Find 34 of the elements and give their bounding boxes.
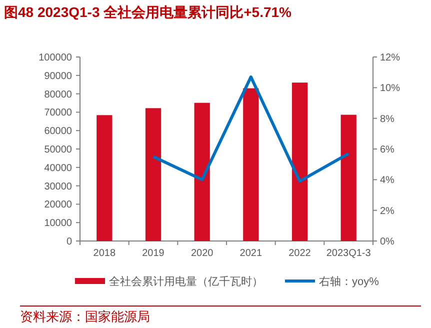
y-tick-label: 100000 (38, 52, 72, 64)
y-tick-label: 20000 (44, 200, 72, 211)
y2-tick-label: 0% (380, 236, 395, 248)
y-tick-label: 10000 (44, 218, 72, 230)
y2-tick-label: 4% (380, 175, 395, 186)
bar (145, 108, 162, 241)
y-tick-label: 50000 (44, 144, 72, 156)
bar (194, 102, 210, 241)
y-tick-label: 80000 (44, 89, 72, 100)
x-tick-label: 2022 (288, 248, 312, 259)
y-tick-label: 90000 (44, 70, 72, 82)
y2-tick-label: 10% (380, 83, 400, 94)
text: 资料来源：国家能源局 (20, 309, 150, 324)
bar (292, 82, 308, 241)
y-tick-label: 30000 (44, 181, 72, 192)
bar (96, 115, 112, 241)
chart-title: 图48 2023Q1-3 全社会用电量累计同比+5.71% (4, 4, 292, 20)
bar (340, 114, 356, 241)
y-tick-label: 60000 (44, 126, 72, 138)
y-tick-label: 70000 (44, 108, 72, 119)
x-tick-label: 2019 (142, 248, 165, 259)
legend-label: 全社会累计用电量（亿千瓦时） (109, 275, 263, 288)
x-tick-label: 2023Q1-3 (326, 248, 372, 259)
x-tick-label: 2020 (190, 248, 214, 259)
y2-tick-label: 8% (380, 114, 395, 125)
y2-tick-label: 2% (380, 206, 395, 217)
legend-label: 右轴：yoy% (319, 275, 380, 288)
x-tick-label: 2018 (93, 248, 116, 259)
bar (243, 88, 259, 241)
y-tick-label: 40000 (44, 162, 72, 174)
x-tick-label: 2021 (240, 248, 262, 259)
y-tick-label: 0 (66, 236, 72, 248)
y2-tick-label: 12% (380, 52, 400, 64)
y2-tick-label: 6% (380, 144, 395, 156)
